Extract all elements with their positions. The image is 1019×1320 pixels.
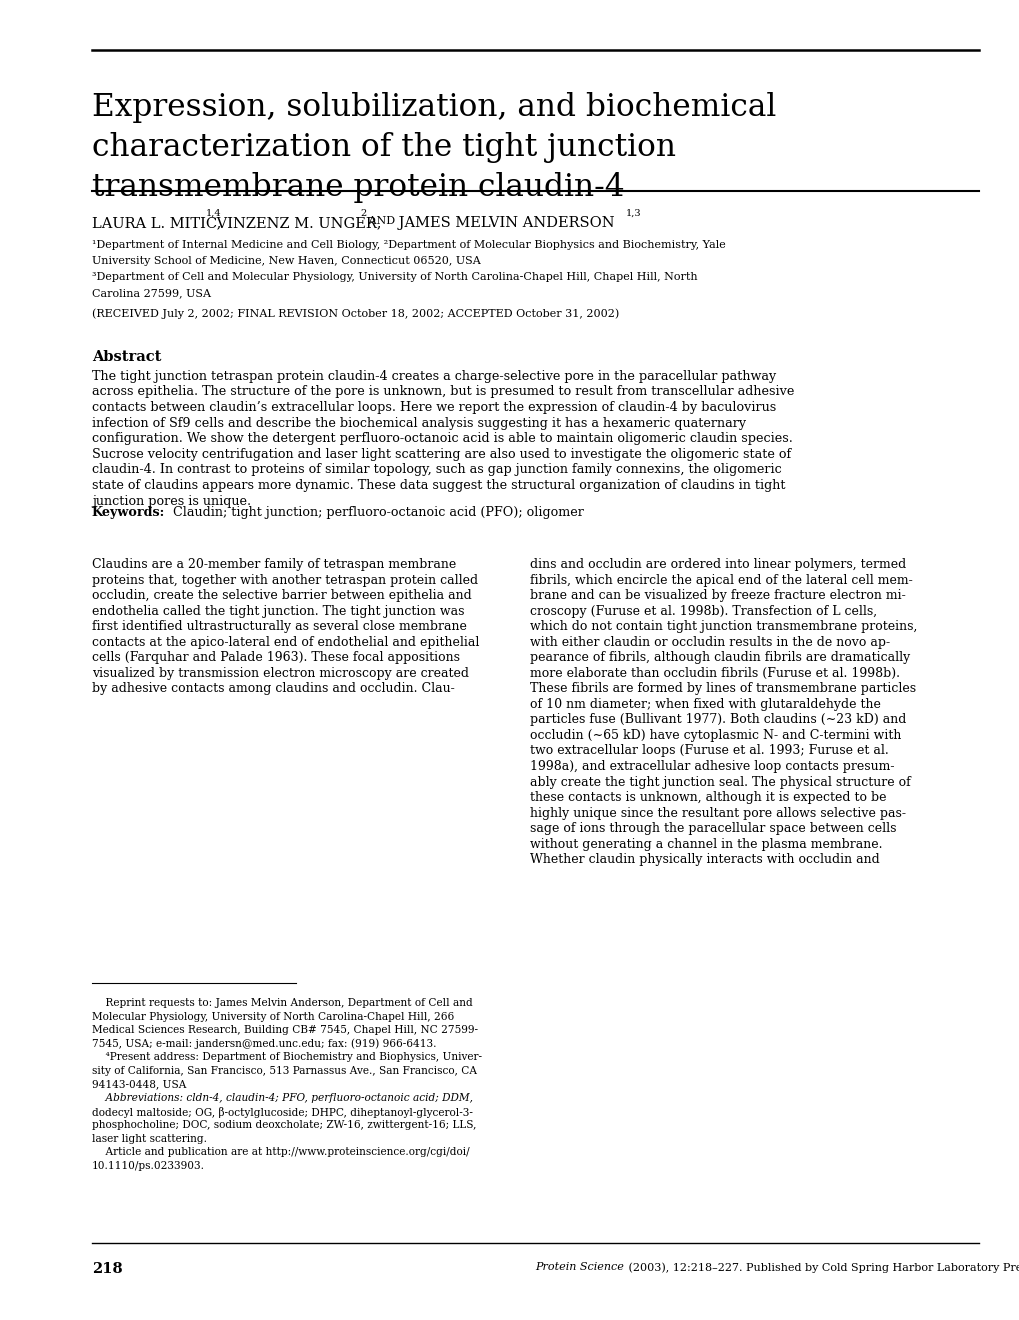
Text: Whether claudin physically interacts with occludin and: Whether claudin physically interacts wit… (530, 853, 879, 866)
Text: These fibrils are formed by lines of transmembrane particles: These fibrils are formed by lines of tra… (530, 682, 916, 696)
Text: state of claudins appears more dynamic. These data suggest the structural organi: state of claudins appears more dynamic. … (92, 479, 785, 492)
Text: Abbreviations: cldn-4, claudin-4; PFO, perfluoro-octanoic acid; DDM,: Abbreviations: cldn-4, claudin-4; PFO, p… (92, 1093, 473, 1104)
Text: transmembrane protein claudin-4: transmembrane protein claudin-4 (92, 172, 624, 202)
Text: contacts at the apico-lateral end of endothelial and epithelial: contacts at the apico-lateral end of end… (92, 636, 479, 649)
Text: Abstract: Abstract (92, 350, 161, 364)
Text: Expression, solubilization, and biochemical: Expression, solubilization, and biochemi… (92, 92, 775, 123)
Text: Sucrose velocity centrifugation and laser light scattering are also used to inve: Sucrose velocity centrifugation and lase… (92, 447, 791, 461)
Text: endothelia called the tight junction. The tight junction was: endothelia called the tight junction. Th… (92, 605, 464, 618)
Text: junction pores is unique.: junction pores is unique. (92, 495, 251, 508)
Text: claudin-4. In contrast to proteins of similar topology, such as gap junction fam: claudin-4. In contrast to proteins of si… (92, 463, 781, 477)
Text: LAURA L. MITIC,: LAURA L. MITIC, (92, 216, 221, 231)
Text: 7545, USA; e-mail: jandersn@med.unc.edu; fax: (919) 966-6413.: 7545, USA; e-mail: jandersn@med.unc.edu;… (92, 1039, 436, 1049)
Text: ³Department of Cell and Molecular Physiology, University of North Carolina-Chape: ³Department of Cell and Molecular Physio… (92, 272, 697, 282)
Text: these contacts is unknown, although it is expected to be: these contacts is unknown, although it i… (530, 791, 887, 804)
Text: pearance of fibrils, although claudin fibrils are dramatically: pearance of fibrils, although claudin fi… (530, 652, 910, 664)
Text: The tight junction tetraspan protein claudin-4 creates a charge-selective pore i: The tight junction tetraspan protein cla… (92, 370, 775, 383)
Text: first identified ultrastructurally as several close membrane: first identified ultrastructurally as se… (92, 620, 467, 634)
Text: Molecular Physiology, University of North Carolina-Chapel Hill, 266: Molecular Physiology, University of Nort… (92, 1011, 453, 1022)
Text: characterization of the tight junction: characterization of the tight junction (92, 132, 676, 162)
Text: laser light scattering.: laser light scattering. (92, 1134, 207, 1144)
Text: with either claudin or occludin results in the de novo ap-: with either claudin or occludin results … (530, 636, 890, 649)
Text: highly unique since the resultant pore allows selective pas-: highly unique since the resultant pore a… (530, 807, 906, 820)
Text: JAMES MELVIN ANDERSON: JAMES MELVIN ANDERSON (393, 216, 613, 231)
Text: ⁴Present address: Department of Biochemistry and Biophysics, Univer-: ⁴Present address: Department of Biochemi… (92, 1052, 481, 1063)
Text: occludin, create the selective barrier between epithelia and: occludin, create the selective barrier b… (92, 590, 471, 602)
Text: (2003), 12:218–227. Published by Cold Spring Harbor Laboratory Press. Copyright : (2003), 12:218–227. Published by Cold Sp… (625, 1262, 1019, 1272)
Text: more elaborate than occludin fibrils (Furuse et al. 1998b).: more elaborate than occludin fibrils (Fu… (530, 667, 900, 680)
Text: Keywords:: Keywords: (92, 506, 165, 519)
Text: sity of California, San Francisco, 513 Parnassus Ave., San Francisco, CA: sity of California, San Francisco, 513 P… (92, 1067, 476, 1076)
Text: dins and occludin are ordered into linear polymers, termed: dins and occludin are ordered into linea… (530, 558, 906, 572)
Text: 1998a), and extracellular adhesive loop contacts presum-: 1998a), and extracellular adhesive loop … (530, 760, 894, 774)
Text: 218: 218 (92, 1262, 122, 1276)
Text: visualized by transmission electron microscopy are created: visualized by transmission electron micr… (92, 667, 469, 680)
Text: 1,3: 1,3 (626, 209, 641, 218)
Text: dodecyl maltoside; OG, β-octylglucoside; DHPC, diheptanoyl-glycerol-3-: dodecyl maltoside; OG, β-octylglucoside;… (92, 1106, 472, 1118)
Text: Claudin; tight junction; perfluoro-octanoic acid (PFO); oligomer: Claudin; tight junction; perfluoro-octan… (165, 506, 584, 519)
Text: proteins that, together with another tetraspan protein called: proteins that, together with another tet… (92, 574, 478, 587)
Text: (RECEIVED July 2, 2002; FINAL REVISION October 18, 2002; ACCEPTED October 31, 20: (RECEIVED July 2, 2002; FINAL REVISION O… (92, 309, 619, 319)
Text: two extracellular loops (Furuse et al. 1993; Furuse et al.: two extracellular loops (Furuse et al. 1… (530, 744, 889, 758)
Text: which do not contain tight junction transmembrane proteins,: which do not contain tight junction tran… (530, 620, 917, 634)
Text: 10.1110/ps.0233903.: 10.1110/ps.0233903. (92, 1162, 205, 1171)
Text: ¹Department of Internal Medicine and Cell Biology, ²Department of Molecular Biop: ¹Department of Internal Medicine and Cel… (92, 240, 725, 251)
Text: configuration. We show the detergent perfluoro-octanoic acid is able to maintain: configuration. We show the detergent per… (92, 432, 792, 445)
Text: VINZENZ M. UNGER,: VINZENZ M. UNGER, (212, 216, 381, 231)
Text: phosphocholine; DOC, sodium deoxcholate; ZW-16, zwittergent-16; LLS,: phosphocholine; DOC, sodium deoxcholate;… (92, 1121, 476, 1130)
Text: occludin (∼65 kD) have cytoplasmic N- and C-termini with: occludin (∼65 kD) have cytoplasmic N- an… (530, 729, 901, 742)
Text: of 10 nm diameter; when fixed with glutaraldehyde the: of 10 nm diameter; when fixed with gluta… (530, 698, 880, 711)
Text: Article and publication are at http://www.proteinscience.org/cgi/doi/: Article and publication are at http://ww… (92, 1147, 469, 1158)
Text: infection of Sf9 cells and describe the biochemical analysis suggesting it has a: infection of Sf9 cells and describe the … (92, 417, 745, 429)
Text: AND: AND (365, 216, 395, 227)
Text: cells (Farquhar and Palade 1963). These focal appositions: cells (Farquhar and Palade 1963). These … (92, 652, 460, 664)
Text: fibrils, which encircle the apical end of the lateral cell mem-: fibrils, which encircle the apical end o… (530, 574, 912, 587)
Text: Claudins are a 20-member family of tetraspan membrane: Claudins are a 20-member family of tetra… (92, 558, 455, 572)
Text: sage of ions through the paracellular space between cells: sage of ions through the paracellular sp… (530, 822, 896, 836)
Text: Reprint requests to: James Melvin Anderson, Department of Cell and: Reprint requests to: James Melvin Anders… (92, 998, 472, 1008)
Text: croscopy (Furuse et al. 1998b). Transfection of L cells,: croscopy (Furuse et al. 1998b). Transfec… (530, 605, 876, 618)
Text: University School of Medicine, New Haven, Connecticut 06520, USA: University School of Medicine, New Haven… (92, 256, 480, 267)
Text: 94143-0448, USA: 94143-0448, USA (92, 1080, 186, 1089)
Text: contacts between claudin’s extracellular loops. Here we report the expression of: contacts between claudin’s extracellular… (92, 401, 775, 414)
Text: ably create the tight junction seal. The physical structure of: ably create the tight junction seal. The… (530, 776, 910, 788)
Text: 2: 2 (360, 209, 366, 218)
Text: Medical Sciences Research, Building CB# 7545, Chapel Hill, NC 27599-: Medical Sciences Research, Building CB# … (92, 1026, 477, 1035)
Text: 1,4: 1,4 (206, 209, 221, 218)
Text: Carolina 27599, USA: Carolina 27599, USA (92, 288, 211, 298)
Text: by adhesive contacts among claudins and occludin. Clau-: by adhesive contacts among claudins and … (92, 682, 454, 696)
Text: across epithelia. The structure of the pore is unknown, but is presumed to resul: across epithelia. The structure of the p… (92, 385, 794, 399)
Text: particles fuse (Bullivant 1977). Both claudins (∼23 kD) and: particles fuse (Bullivant 1977). Both cl… (530, 714, 906, 726)
Text: Protein Science: Protein Science (535, 1262, 624, 1272)
Text: brane and can be visualized by freeze fracture electron mi-: brane and can be visualized by freeze fr… (530, 590, 905, 602)
Text: without generating a channel in the plasma membrane.: without generating a channel in the plas… (530, 838, 882, 850)
